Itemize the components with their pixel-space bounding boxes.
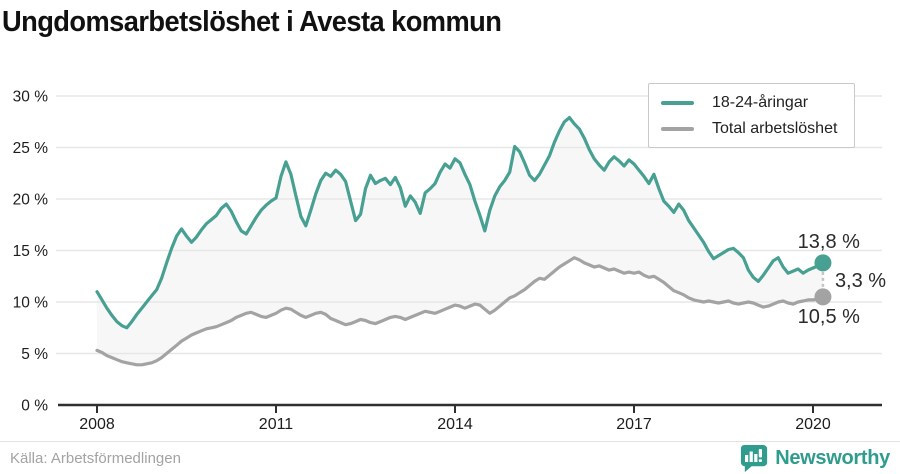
legend-label-youth: 18-24-åringar (712, 94, 809, 111)
x-axis-label: 2011 (259, 416, 294, 433)
total-end-value: 10,5 % (798, 306, 860, 328)
x-axis-label: 2014 (437, 416, 473, 433)
y-axis-label: 30 % (13, 89, 49, 106)
legend-item-total: Total arbetslöshet (661, 119, 842, 138)
legend-item-youth: 18-24-åringar (661, 93, 842, 112)
line-chart: 0 % 5 % 10 % 15 % 20 % 25 % 30 % 2008 2011 2014 20… (13, 89, 887, 434)
y-axis-label: 15 % (13, 243, 49, 260)
chart-footer: Källa: Arbetsförmedlingen Newsworthy (0, 441, 900, 474)
youth-line (95, 115, 825, 330)
y-axis-label: 20 % (13, 192, 49, 209)
difference-value: 3,3 % (835, 270, 886, 292)
y-axis-label: 10 % (13, 295, 49, 312)
total-line (95, 256, 825, 367)
newsworthy-wordmark: Newsworthy (775, 446, 890, 469)
newsworthy-bubble-icon (741, 444, 768, 473)
band-fill (97, 117, 823, 365)
total-end-dot (814, 288, 832, 306)
y-axis-label: 0 % (21, 398, 48, 415)
youth-line-swatch-icon (661, 100, 694, 105)
total-line-swatch-icon (661, 126, 694, 131)
x-axis-label: 2020 (795, 416, 831, 433)
y-axis-label: 5 % (21, 346, 48, 363)
x-axis-label: 2017 (616, 416, 652, 433)
legend-label-total: Total arbetslöshet (712, 120, 838, 138)
newsworthy-logo[interactable]: Newsworthy (738, 443, 890, 473)
page-title: Ungdomsarbetslöshet i Avesta kommun (2, 6, 502, 38)
chart-legend: 18-24-åringar Total arbetslöshet (648, 83, 855, 149)
source-attribution: Källa: Arbetsförmedlingen (10, 449, 181, 467)
youth-end-dot (814, 254, 832, 272)
x-axis-label: 2008 (79, 416, 115, 433)
youth-end-value: 13,8 % (798, 231, 860, 253)
y-axis-label: 25 % (13, 140, 49, 157)
